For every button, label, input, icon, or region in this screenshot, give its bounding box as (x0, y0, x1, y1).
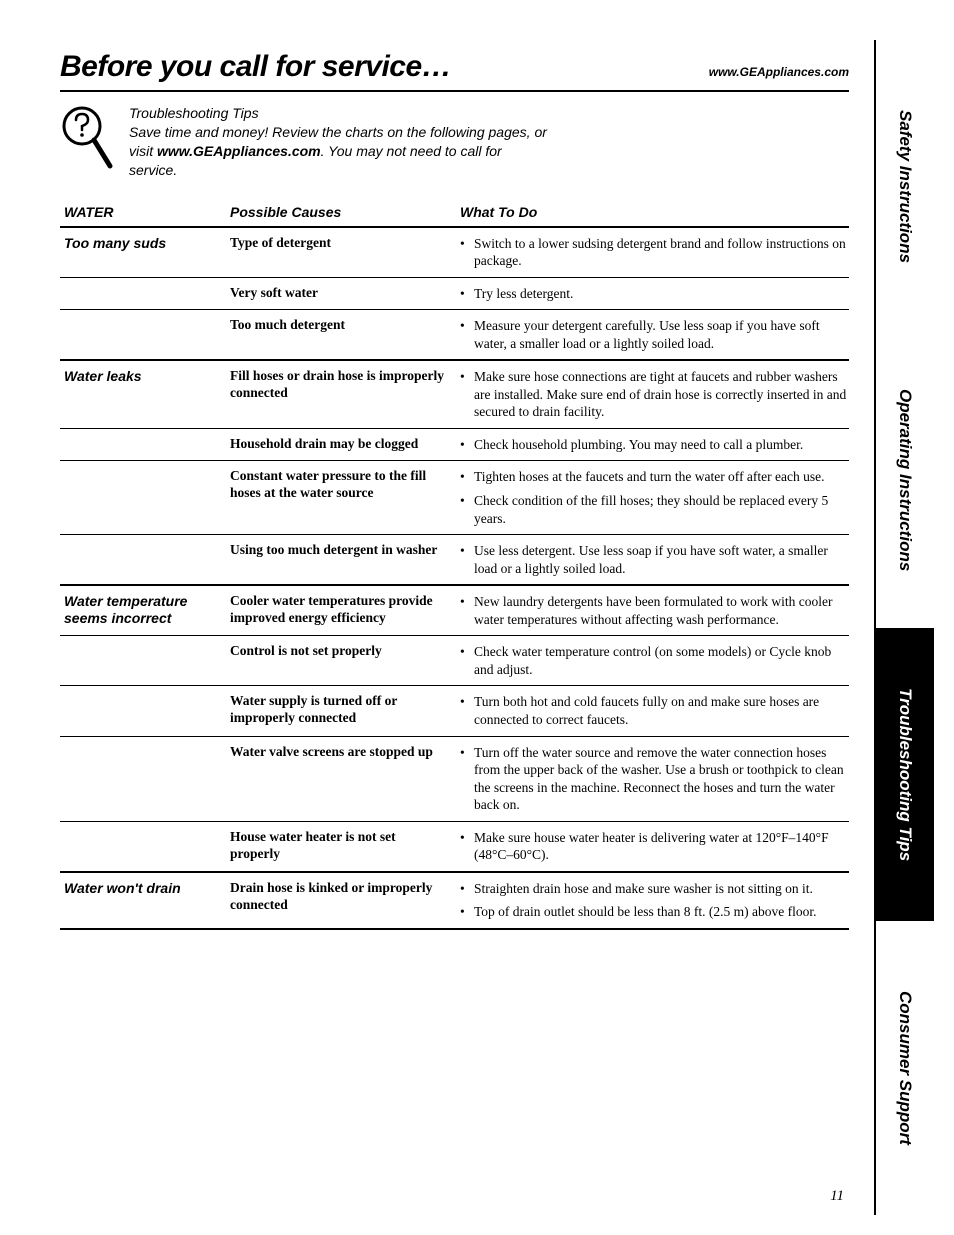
table-header-row: WATER Possible Causes What To Do (60, 198, 849, 228)
action-item: Turn both hot and cold faucets fully on … (460, 693, 849, 728)
problem-label: Too many suds (64, 235, 230, 252)
problem-group: Water temperature seems incorrectCooler … (60, 586, 849, 873)
action-cell: Straighten drain hose and make sure wash… (455, 880, 849, 921)
problem-cell (60, 285, 230, 303)
cause-cell: Control is not set properly (230, 643, 455, 678)
action-item: Try less detergent. (460, 285, 849, 303)
problem-cell (60, 468, 230, 527)
magnifier-question-icon (60, 104, 114, 174)
troubleshooting-table: WATER Possible Causes What To Do Too man… (60, 198, 849, 930)
action-cell: Make sure house water heater is deliveri… (455, 829, 849, 864)
problem-cell (60, 542, 230, 577)
cause-cell: Using too much detergent in washer (230, 542, 455, 577)
table-row: Too much detergentMeasure your detergent… (60, 310, 849, 359)
page-title: Before you call for service… (60, 50, 451, 84)
problem-cell (60, 744, 230, 814)
page-header: Before you call for service… www.GEAppli… (60, 50, 849, 92)
action-item: Top of drain outlet should be less than … (460, 903, 849, 921)
action-cell: Turn off the water source and remove the… (455, 744, 849, 814)
problem-cell (60, 643, 230, 678)
problem-group: Water leaksFill hoses or drain hose is i… (60, 361, 849, 586)
action-cell: Check water temperature control (on some… (455, 643, 849, 678)
table-row: Water temperature seems incorrectCooler … (60, 586, 849, 636)
problem-label: Water won't drain (64, 880, 230, 897)
problem-group: Water won't drainDrain hose is kinked or… (60, 873, 849, 930)
action-cell: Try less detergent. (455, 285, 849, 303)
side-tabs: Safety Instructions Operating Instructio… (874, 40, 934, 1215)
action-item: Switch to a lower sudsing detergent bran… (460, 235, 849, 270)
intro-heading: Troubleshooting Tips (129, 104, 549, 123)
table-row: Water leaksFill hoses or drain hose is i… (60, 361, 849, 429)
table-row: House water heater is not set properlyMa… (60, 822, 849, 871)
header-url: www.GEAppliances.com (709, 65, 849, 79)
tab-operating[interactable]: Operating Instructions (876, 334, 934, 628)
action-cell: Check household plumbing. You may need t… (455, 436, 849, 454)
tab-consumer[interactable]: Consumer Support (876, 921, 934, 1215)
intro-url-bold: www.GEAppliances.com (157, 143, 321, 159)
col-header-action: What To Do (455, 204, 849, 220)
cause-cell: Constant water pressure to the fill hose… (230, 468, 455, 527)
action-item: Check household plumbing. You may need t… (460, 436, 849, 454)
problem-cell (60, 693, 230, 728)
problem-cell (60, 829, 230, 864)
action-cell: Use less detergent. Use less soap if you… (455, 542, 849, 577)
table-row: Too many sudsType of detergentSwitch to … (60, 228, 849, 278)
cause-cell: Cooler water temperatures provide improv… (230, 593, 455, 628)
action-item: Make sure hose connections are tight at … (460, 368, 849, 421)
action-cell: Turn both hot and cold faucets fully on … (455, 693, 849, 728)
table-row: Household drain may be clogged Check hous… (60, 429, 849, 462)
problem-cell: Water temperature seems incorrect (60, 593, 230, 628)
table-row: Water supply is turned off or improperly… (60, 686, 849, 736)
cause-cell: Water supply is turned off or improperly… (230, 693, 455, 728)
cause-cell: House water heater is not set properly (230, 829, 455, 864)
table-row: Very soft water Try less detergent. (60, 278, 849, 311)
action-item: Tighten hoses at the faucets and turn th… (460, 468, 849, 486)
col-header-cause: Possible Causes (230, 204, 455, 220)
problem-label: Water leaks (64, 368, 230, 385)
cause-cell: Water valve screens are stopped up (230, 744, 455, 814)
cause-cell: Household drain may be clogged (230, 436, 455, 454)
tab-safety[interactable]: Safety Instructions (876, 40, 934, 334)
problem-group: Too many sudsType of detergentSwitch to … (60, 228, 849, 362)
table-row: Using too much detergent in washerUse le… (60, 535, 849, 584)
problem-cell: Water leaks (60, 368, 230, 421)
action-item: Turn off the water source and remove the… (460, 744, 849, 814)
action-cell: Make sure hose connections are tight at … (455, 368, 849, 421)
problem-cell: Water won't drain (60, 880, 230, 921)
cause-cell: Very soft water (230, 285, 455, 303)
problem-cell (60, 317, 230, 352)
tab-troubleshooting[interactable]: Troubleshooting Tips (876, 628, 934, 922)
page-number: 11 (830, 1188, 844, 1205)
action-item: Make sure house water heater is deliveri… (460, 829, 849, 864)
action-cell: Measure your detergent carefully. Use le… (455, 317, 849, 352)
action-cell: Tighten hoses at the faucets and turn th… (455, 468, 849, 527)
table-row: Water won't drainDrain hose is kinked or… (60, 873, 849, 928)
cause-cell: Type of detergent (230, 235, 455, 270)
table-row: Water valve screens are stopped upTurn o… (60, 737, 849, 822)
action-cell: New laundry detergents have been formula… (455, 593, 849, 628)
cause-cell: Drain hose is kinked or improperly conne… (230, 880, 455, 921)
table-row: Control is not set properlyCheck water t… (60, 636, 849, 686)
intro-block: Troubleshooting Tips Save time and money… (60, 104, 849, 180)
section-header: WATER (60, 204, 230, 220)
action-item: Use less detergent. Use less soap if you… (460, 542, 849, 577)
problem-label: Water temperature seems incorrect (64, 593, 230, 627)
table-row: Constant water pressure to the fill hose… (60, 461, 849, 535)
intro-text: Troubleshooting Tips Save time and money… (129, 104, 549, 180)
problem-cell: Too many suds (60, 235, 230, 270)
action-item: Check condition of the fill hoses; they … (460, 492, 849, 527)
action-cell: Switch to a lower sudsing detergent bran… (455, 235, 849, 270)
cause-cell: Too much detergent (230, 317, 455, 352)
problem-cell (60, 436, 230, 454)
action-item: Straighten drain hose and make sure wash… (460, 880, 849, 898)
cause-cell: Fill hoses or drain hose is improperly c… (230, 368, 455, 421)
action-item: Measure your detergent carefully. Use le… (460, 317, 849, 352)
action-item: Check water temperature control (on some… (460, 643, 849, 678)
action-item: New laundry detergents have been formula… (460, 593, 849, 628)
